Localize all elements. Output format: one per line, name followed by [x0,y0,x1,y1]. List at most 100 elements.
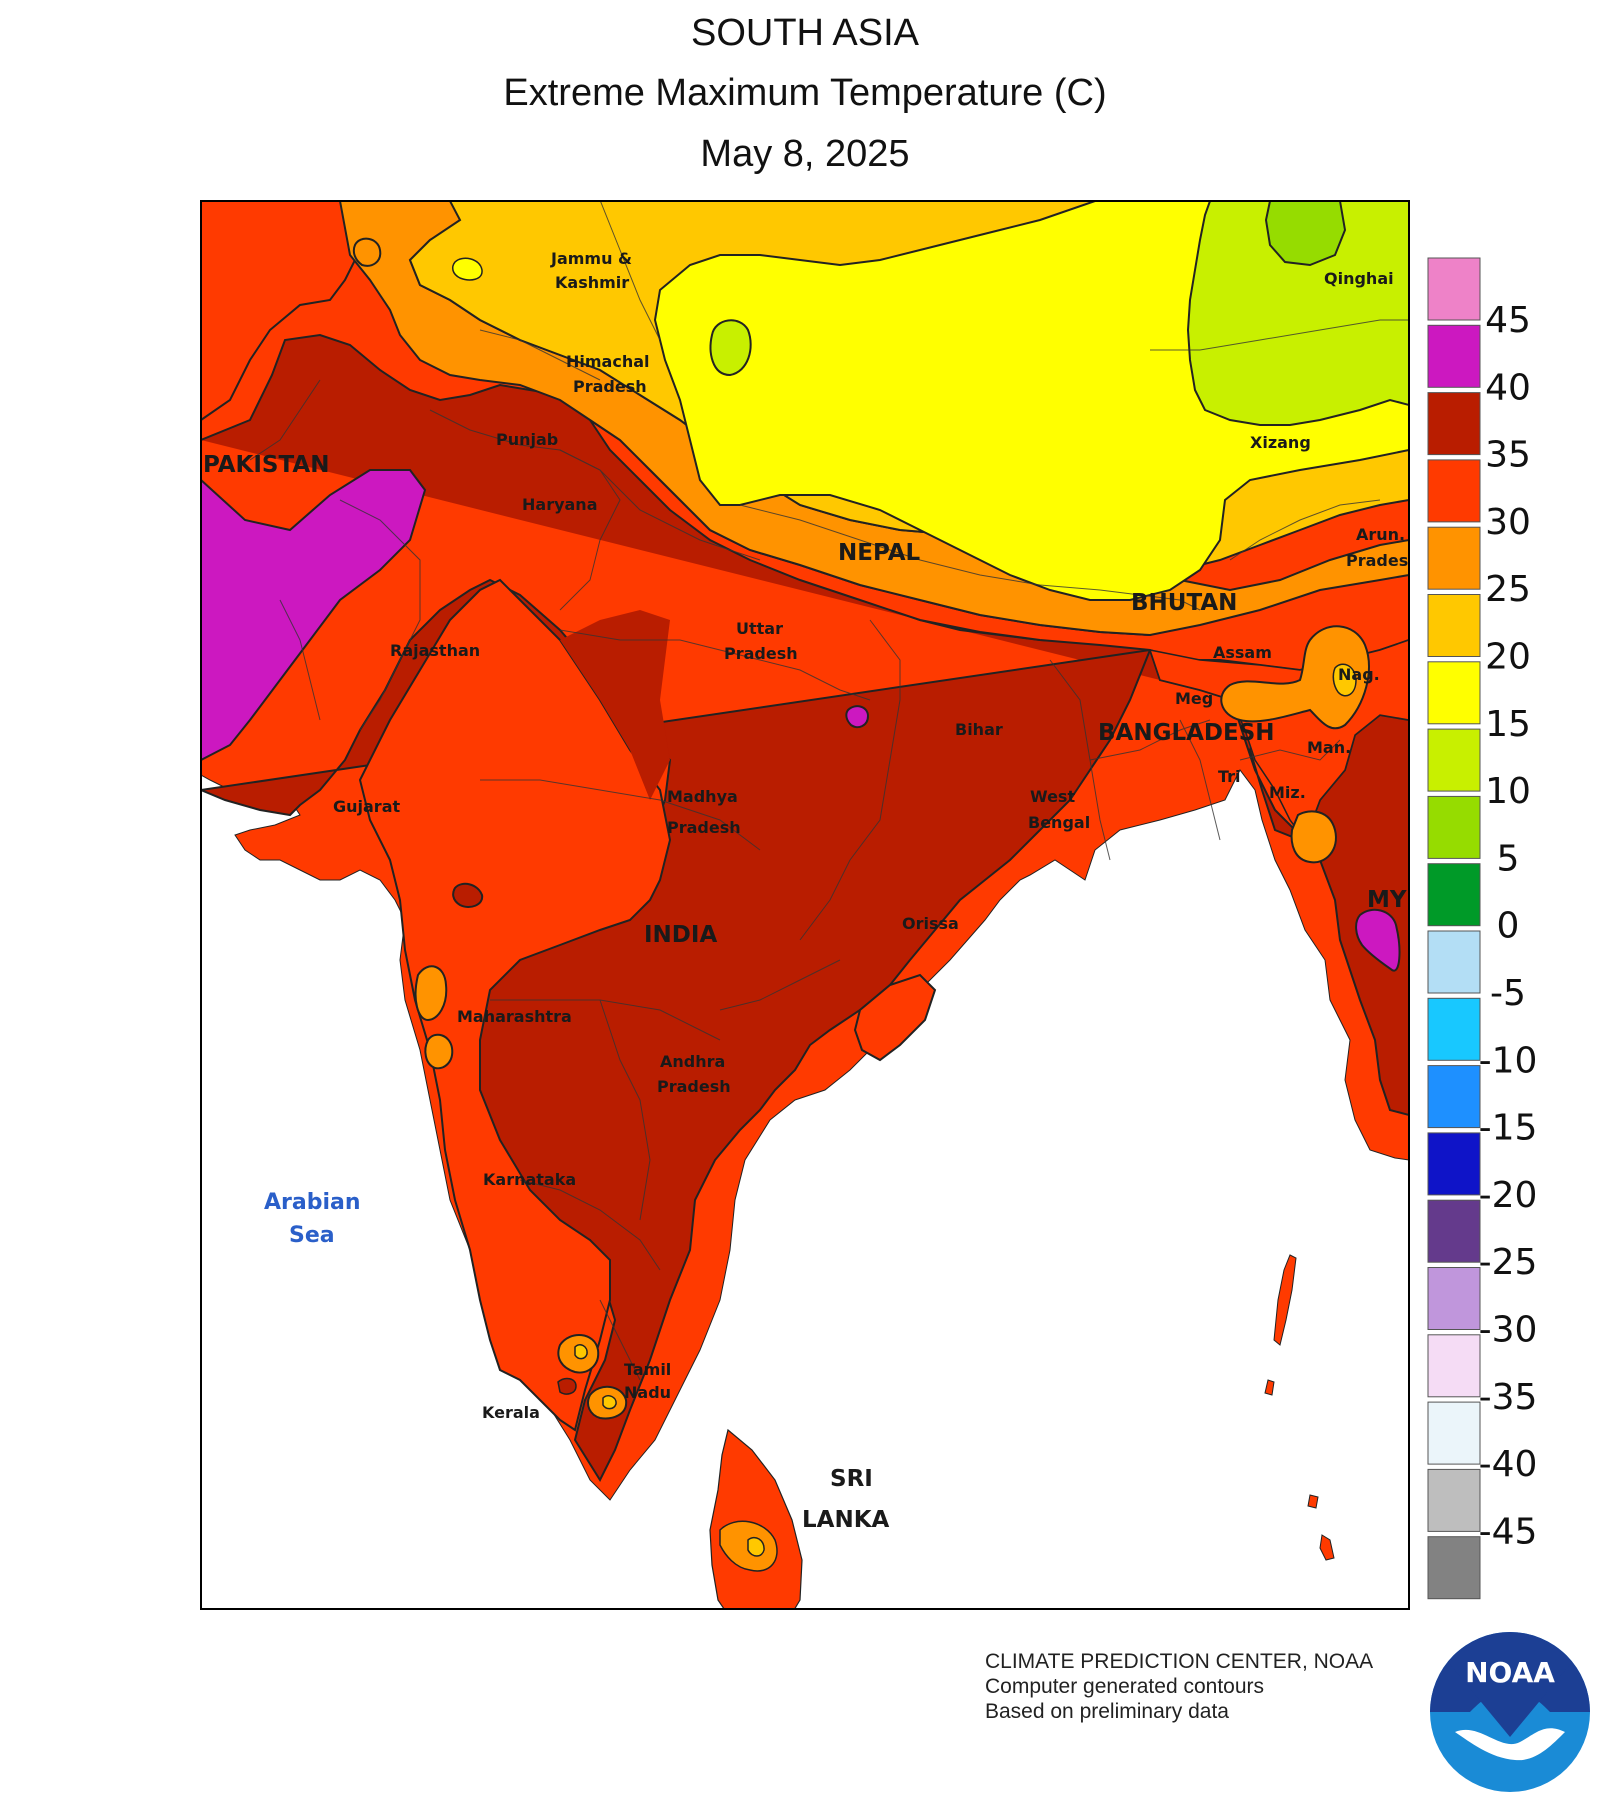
legend-label: -20 [1479,1175,1538,1216]
label-manipur: Man. [1307,738,1351,757]
label-uttar-pradesh-2: Pradesh [724,644,798,663]
label-gujarat: Gujarat [333,797,400,816]
legend-label: 40 [1485,367,1531,408]
zone-15-20-kashmir [451,257,483,281]
label-punjab: Punjab [496,430,558,449]
label-rajasthan: Rajasthan [390,641,480,660]
zone-30-35-east-coast [853,973,937,1062]
label-jammu-kashmir-2: Kashmir [555,273,629,292]
noaa-logo-text: NOAA [1465,1656,1555,1689]
legend-label: 35 [1485,435,1531,476]
zone-10-15 [1186,201,1409,426]
map-title-variable: Extreme Maximum Temperature (C) [503,72,1107,114]
zone-25-30-nagaland [1220,625,1370,730]
zone-5-10-qinghai [1264,201,1347,267]
label-west-bengal-2: Bengal [1028,813,1090,832]
label-kerala: Kerala [482,1403,540,1422]
label-assam: Assam [1213,643,1272,662]
label-india: INDIA [644,922,717,948]
zone-20-25-kerala-1 [574,1344,588,1360]
label-tripura: Tri [1218,767,1241,786]
legend-label: -10 [1479,1040,1538,1081]
credit-line-1: CLIMATE PREDICTION CENTER, NOAA [985,1650,1374,1673]
label-qinghai: Qinghai [1324,269,1394,288]
label-nagaland: Nag. [1338,665,1380,684]
label-sri-lanka-2: LANKA [802,1507,890,1533]
legend-swatch [1427,930,1481,994]
label-himachal-1: Himachal [566,352,650,371]
label-himachal-2: Pradesh [573,377,647,396]
label-west-bengal-1: West [1030,787,1075,806]
legend-swatch [1427,1065,1481,1129]
noaa-logo: NOAA [1430,1632,1590,1792]
label-bangladesh: BANGLADESH [1098,720,1275,746]
legend-swatch [1427,728,1481,792]
label-meghalaya: Meg [1175,689,1213,708]
label-tamil-nadu-1: Tamil [624,1360,671,1379]
zone-10-15-tibet [709,319,752,377]
label-tamil-nadu-2: Nadu [624,1383,671,1402]
legend-swatch [1427,997,1481,1061]
zone-40-45-myanmar [1355,908,1401,972]
legend-swatch [1427,661,1481,725]
zone-40-45-uttar-pradesh [845,705,870,729]
legend-label: 25 [1485,569,1531,610]
legend-label: -25 [1479,1242,1538,1283]
legend-swatch [1427,1267,1481,1330]
legend-swatch [1427,1468,1481,1532]
legend-swatch [1427,392,1481,456]
legend-label: 10 [1485,771,1531,812]
legend-swatch [1427,1536,1481,1600]
zone-35-40-central [560,610,670,800]
zone-25-30-ghats-1 [414,965,448,1022]
zone-25-30-pakistan-dot [352,237,382,267]
label-myanmar: MY [1367,887,1407,913]
label-orissa: Orissa [902,914,959,933]
legend-swatch [1427,1334,1481,1398]
label-uttar-pradesh-1: Uttar [736,619,783,638]
legend-label: -30 [1479,1310,1538,1351]
label-madhya-pradesh-1: Madhya [667,787,738,806]
legend-swatch [1427,1199,1481,1263]
zone-25-30-mizoram [1290,810,1337,864]
noaa-logo-wedge [1448,1632,1572,1737]
label-haryana: Haryana [522,495,598,514]
label-arabian-sea-1: Arabian [264,1190,361,1215]
map-title-date: May 8, 2025 [700,133,910,175]
legend-swatch [1427,257,1481,321]
zone-20-25-kerala-2 [602,1395,617,1410]
legend-label: -45 [1479,1511,1538,1552]
legend-swatch [1427,594,1481,657]
label-bhutan: BHUTAN [1131,590,1237,616]
credit-line-2: Computer generated contours [985,1675,1264,1698]
andaman-islands [1273,1254,1297,1346]
color-legend: 45 40 35 30 25 20 15 10 5 0 -5 -10 -15 -20 -25 -30 -35 -4… [1427,257,1538,1600]
label-nepal: NEPAL [838,540,921,566]
legend-label: -5 [1490,973,1526,1014]
zone-25-30-ghats-2 [424,1033,454,1070]
label-madhya-pradesh-2: Pradesh [667,818,741,837]
nicobar-island-2 [1319,1534,1335,1561]
label-jammu-kashmir-1: Jammu & [550,249,632,268]
label-arunachal-1: Arun. [1356,525,1405,544]
legend-label: 0 [1497,906,1520,947]
legend-label: -35 [1479,1377,1538,1418]
legend-label: 15 [1485,704,1531,745]
legend-swatch [1427,1132,1481,1196]
zone-40-45-pakistan [201,469,427,762]
zone-30-35-west [358,578,672,1432]
map-area: Jammu & Kashmir Himachal Pradesh Punjab … [201,201,1409,1609]
sri-lanka-land [709,1428,803,1609]
legend-swatch [1427,795,1481,859]
zone-35-40-ghats-dot [452,882,484,908]
zone-20-25-nagaland [1332,663,1357,697]
legend-label: 45 [1485,300,1531,341]
label-mizoram: Miz. [1269,783,1306,802]
zone-35-40-kerala-dot [557,1377,577,1395]
label-xizang: Xizang [1250,433,1311,452]
map-frame [200,200,1410,1610]
admin-boundaries [249,201,1409,1381]
label-arabian-sea-2: Sea [289,1223,335,1248]
legend-label: 5 [1497,838,1520,879]
